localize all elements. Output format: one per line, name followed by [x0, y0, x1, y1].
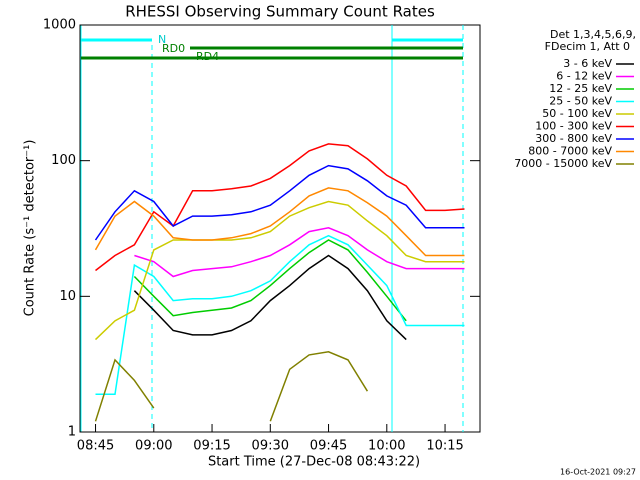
- series-line: [94, 187, 465, 257]
- x-tick-label: 10:15: [426, 439, 463, 454]
- x-tick-label: 09:45: [310, 439, 347, 454]
- legend-label: 3 - 6 keV: [563, 57, 612, 70]
- plot-frame: [79, 24, 481, 433]
- series-line: [133, 239, 407, 322]
- legend-label: 25 - 50 keV: [549, 95, 612, 108]
- legend-label: 100 - 300 keV: [535, 120, 612, 133]
- y-tick-label: 100: [51, 153, 76, 168]
- series-line: [95, 234, 465, 395]
- annotation: RD0: [162, 42, 185, 55]
- y-axis-label: Count Rate (s⁻¹ detector⁻¹): [23, 140, 38, 317]
- x-tick-label: 10:00: [368, 439, 405, 454]
- x-tick-label: 08:45: [77, 439, 114, 454]
- legend-label: 50 - 100 keV: [542, 107, 612, 120]
- y-tick-label: 10: [59, 289, 76, 304]
- legend-label: 800 - 7000 keV: [528, 145, 612, 158]
- y-tick-label: 1: [68, 425, 76, 440]
- annotation: RD4: [196, 50, 219, 63]
- y-tick-label: 1000: [43, 18, 76, 33]
- x-tick-label: 09:30: [252, 439, 289, 454]
- series-line: [95, 143, 465, 272]
- footer: 16-Oct-2021 09:27: [560, 468, 636, 477]
- series-line: [133, 254, 407, 341]
- series-line: [94, 200, 465, 341]
- x-tick-label: 09:15: [193, 439, 230, 454]
- legend-header: Det 1,3,4,5,6,9,: [550, 28, 636, 41]
- chart-title: RHESSI Observing Summary Count Rates: [125, 3, 435, 21]
- series-line: [134, 227, 465, 278]
- x-axis-label: Start Time (27-Dec-08 08:43:22): [208, 455, 420, 470]
- series-line: [94, 351, 369, 422]
- legend-label: 7000 - 15000 keV: [514, 157, 612, 170]
- legend-label: 300 - 800 keV: [535, 132, 612, 145]
- annotation: N: [158, 33, 166, 46]
- legend-label: 6 - 12 keV: [556, 70, 612, 83]
- state-markers: N RD0 RD4: [80, 25, 464, 432]
- legend-header: FDecim 1, Att 0: [545, 40, 630, 53]
- x-tick-label: 09:00: [135, 439, 172, 454]
- legend-label: 12 - 25 keV: [549, 82, 612, 95]
- series-line: [94, 164, 465, 241]
